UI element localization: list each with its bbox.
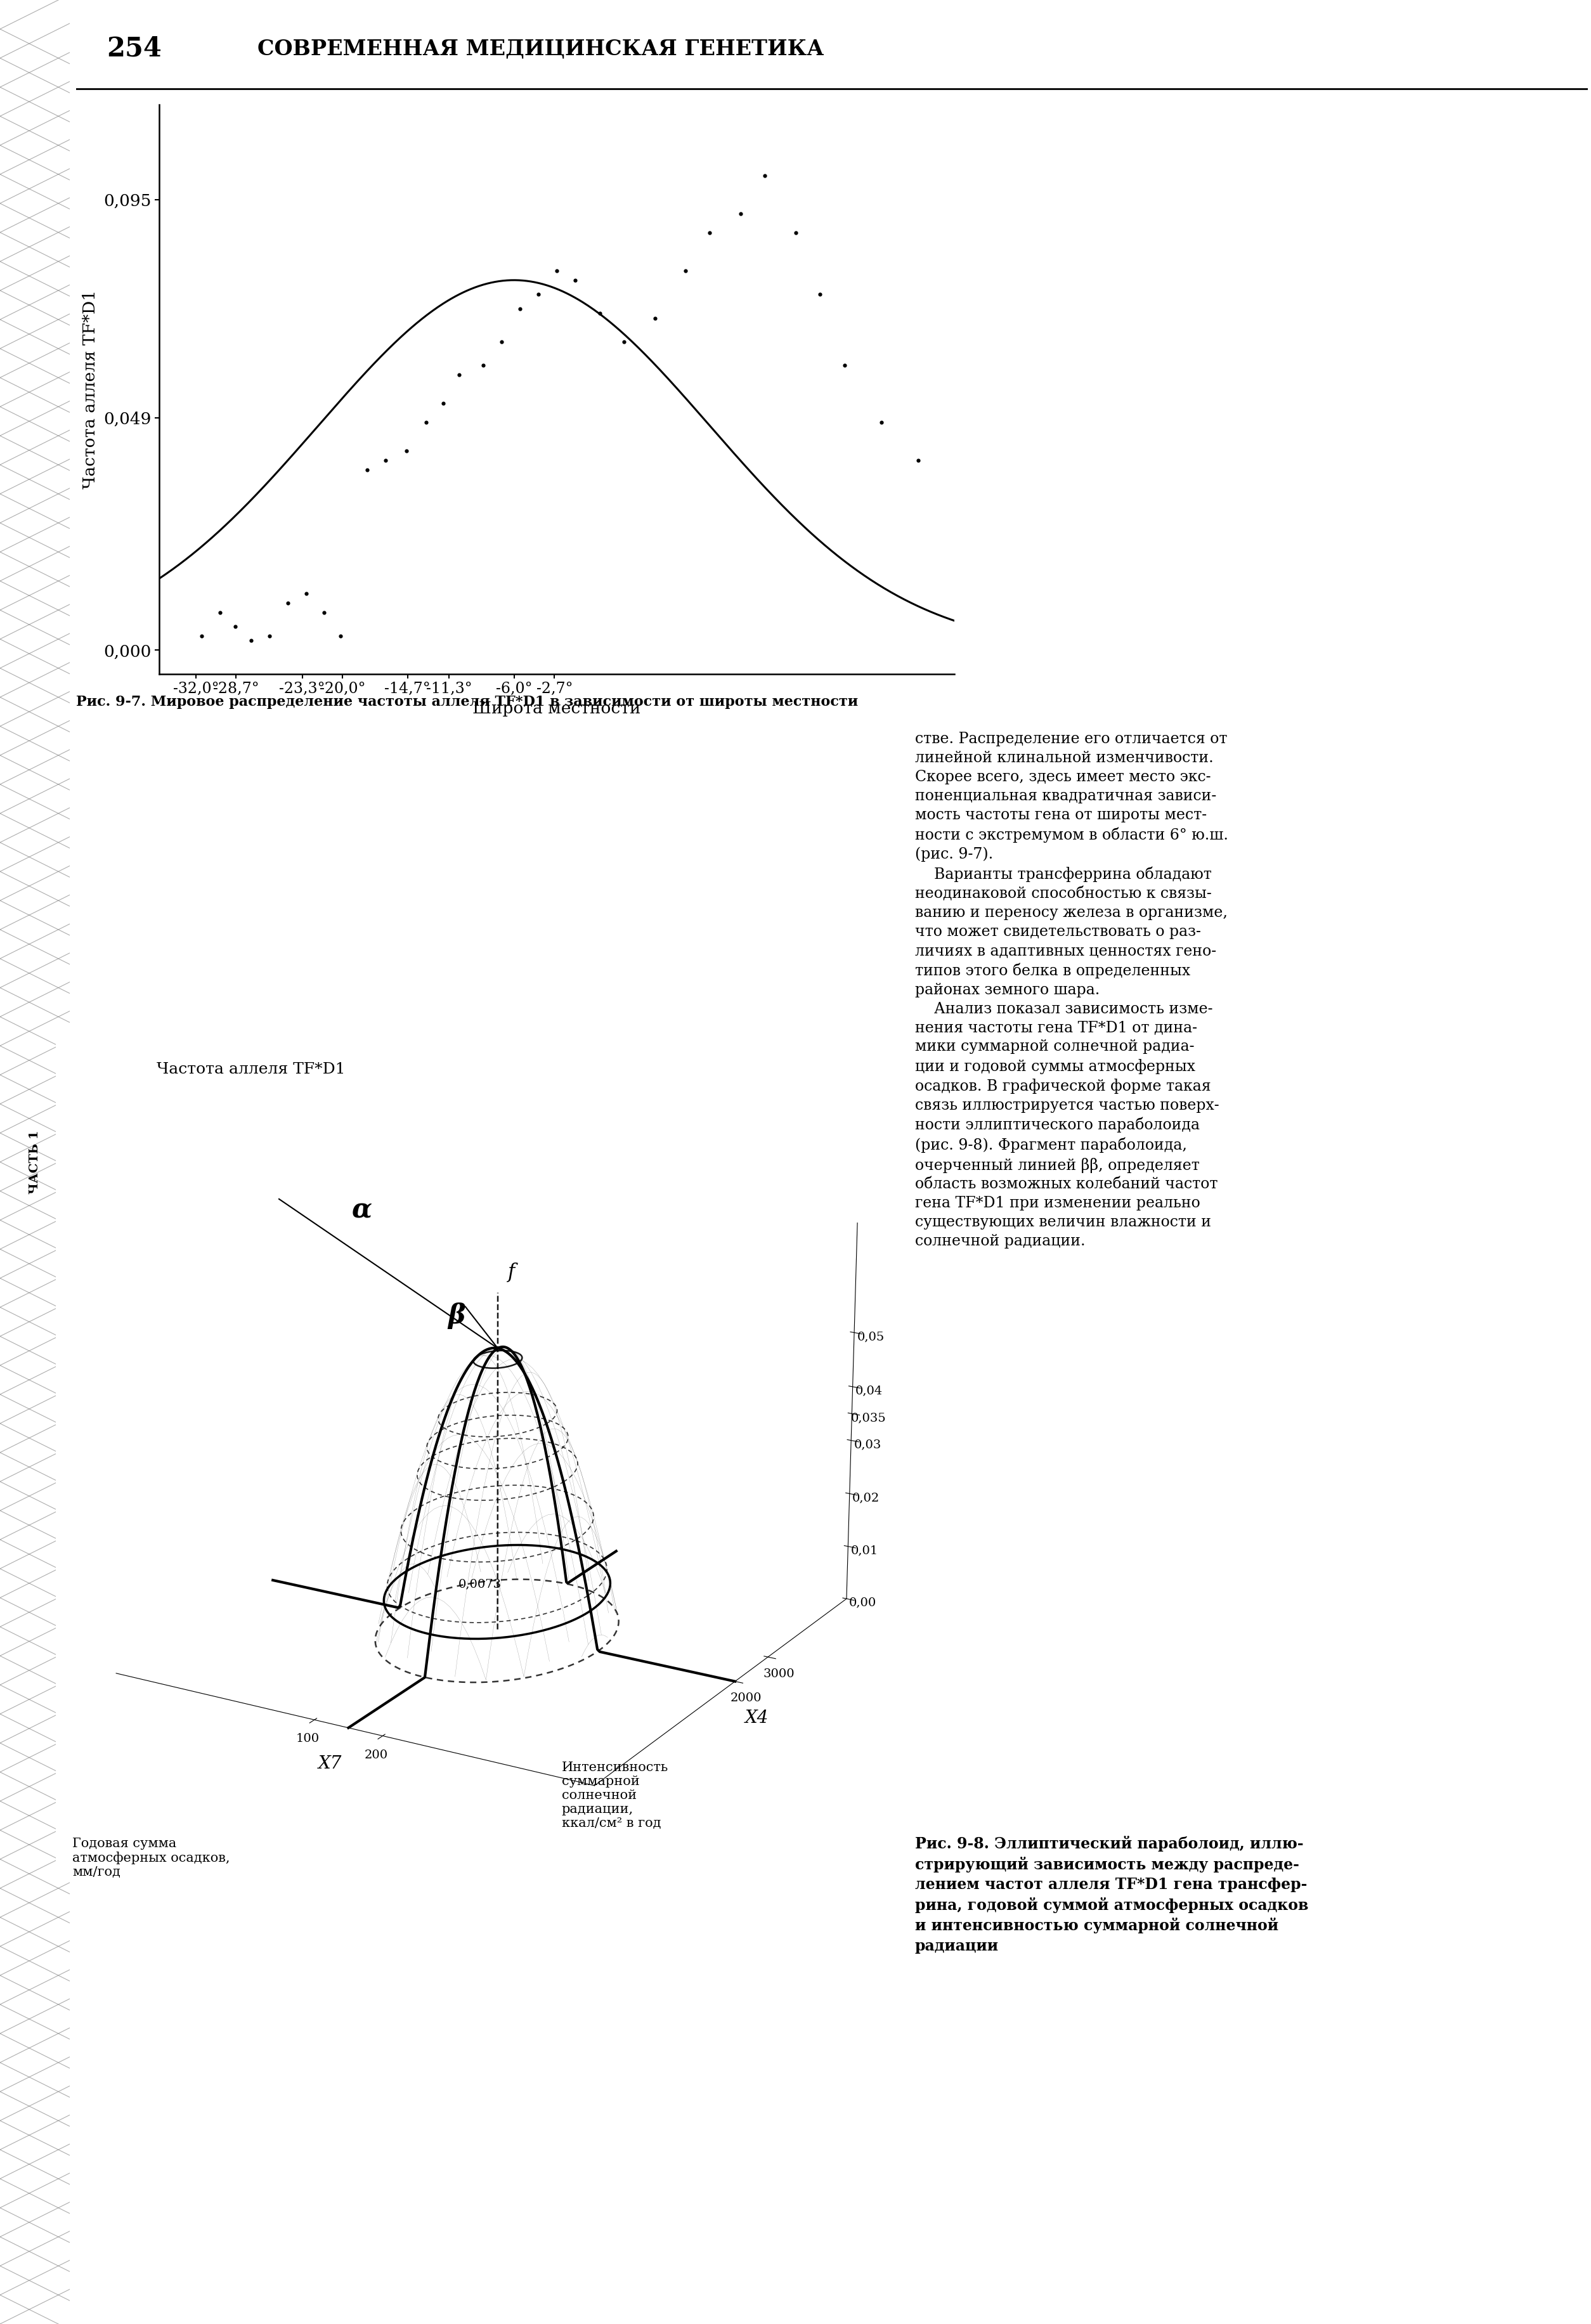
- Point: [471, 346, 496, 383]
- Point: [905, 442, 931, 479]
- X-axis label: Широта местности: Широта местности: [473, 700, 641, 716]
- Text: Годовая сумма
атмосферных осадков,
мм/год: Годовая сумма атмосферных осадков, мм/го…: [73, 1838, 231, 1878]
- Point: [832, 346, 858, 383]
- Point: [544, 251, 570, 288]
- Point: [525, 277, 550, 314]
- Text: Частота аллеля TF*D1: Частота аллеля TF*D1: [158, 1062, 345, 1076]
- Y-axis label: X4: X4: [745, 1710, 768, 1727]
- Point: [563, 263, 589, 300]
- Text: 254: 254: [107, 35, 162, 63]
- Point: [372, 442, 398, 479]
- Point: [643, 300, 668, 337]
- Point: [508, 290, 533, 328]
- Point: [673, 251, 698, 288]
- Point: [189, 618, 215, 655]
- Y-axis label: Частота аллеля TF*D1: Частота аллеля TF*D1: [83, 290, 99, 488]
- Point: [727, 195, 753, 232]
- Point: [275, 583, 301, 621]
- Point: [753, 158, 778, 195]
- Point: [445, 356, 471, 393]
- Point: [355, 451, 380, 488]
- Point: [587, 295, 613, 332]
- Text: Рис. 9-7. Мировое распределение частоты аллеля TF*D1 в зависимости от широты мес: Рис. 9-7. Мировое распределение частоты …: [76, 695, 859, 709]
- Text: Рис. 9-8. Эллиптический параболоид, иллю-
стрирующий зависимость между распреде-: Рис. 9-8. Эллиптический параболоид, иллю…: [915, 1836, 1308, 1954]
- Point: [239, 623, 264, 660]
- Point: [430, 386, 455, 423]
- Point: [807, 277, 832, 314]
- X-axis label: X7: X7: [318, 1755, 342, 1773]
- Point: [869, 404, 894, 442]
- Text: СОВРЕМЕННАЯ МЕДИЦИНСКАЯ ГЕНЕТИКА: СОВРЕМЕННАЯ МЕДИЦИНСКАЯ ГЕНЕТИКА: [258, 37, 824, 60]
- Point: [256, 618, 282, 655]
- Text: Интенсивность
суммарной
солнечной
радиации,
ккал/см² в год: Интенсивность суммарной солнечной радиац…: [562, 1762, 668, 1829]
- Point: [293, 574, 318, 611]
- Point: [223, 609, 248, 646]
- Point: [414, 404, 439, 442]
- Point: [328, 618, 353, 655]
- Point: [783, 214, 808, 251]
- Point: [312, 593, 337, 630]
- Point: [611, 323, 636, 360]
- Point: [393, 432, 418, 469]
- Text: ЧАСТЬ 1: ЧАСТЬ 1: [29, 1129, 41, 1195]
- Point: [697, 214, 722, 251]
- Point: [207, 593, 232, 630]
- Point: [488, 323, 514, 360]
- Text: стве. Распределение его отличается от
линейной клинальной изменчивости.
Скорее в: стве. Распределение его отличается от ли…: [915, 732, 1228, 1248]
